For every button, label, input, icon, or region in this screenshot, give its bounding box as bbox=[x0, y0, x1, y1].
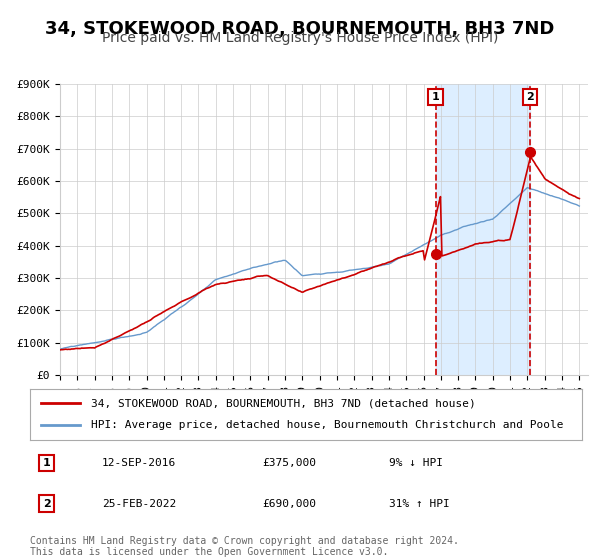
Text: 12-SEP-2016: 12-SEP-2016 bbox=[102, 458, 176, 468]
Text: £375,000: £375,000 bbox=[262, 458, 316, 468]
Text: 25-FEB-2022: 25-FEB-2022 bbox=[102, 498, 176, 508]
Text: HPI: Average price, detached house, Bournemouth Christchurch and Poole: HPI: Average price, detached house, Bour… bbox=[91, 421, 563, 431]
Text: 34, STOKEWOOD ROAD, BOURNEMOUTH, BH3 7ND: 34, STOKEWOOD ROAD, BOURNEMOUTH, BH3 7ND bbox=[46, 20, 554, 38]
Text: Contains HM Land Registry data © Crown copyright and database right 2024.
This d: Contains HM Land Registry data © Crown c… bbox=[30, 535, 459, 557]
Text: 2: 2 bbox=[43, 498, 50, 508]
Text: 34, STOKEWOOD ROAD, BOURNEMOUTH, BH3 7ND (detached house): 34, STOKEWOOD ROAD, BOURNEMOUTH, BH3 7ND… bbox=[91, 398, 475, 408]
Text: 31% ↑ HPI: 31% ↑ HPI bbox=[389, 498, 449, 508]
Text: 9% ↓ HPI: 9% ↓ HPI bbox=[389, 458, 443, 468]
Text: 1: 1 bbox=[432, 92, 440, 102]
Text: 2: 2 bbox=[526, 92, 534, 102]
Text: Price paid vs. HM Land Registry's House Price Index (HPI): Price paid vs. HM Land Registry's House … bbox=[102, 31, 498, 45]
Text: 1: 1 bbox=[43, 458, 50, 468]
Bar bbox=[436, 84, 530, 375]
Text: £690,000: £690,000 bbox=[262, 498, 316, 508]
